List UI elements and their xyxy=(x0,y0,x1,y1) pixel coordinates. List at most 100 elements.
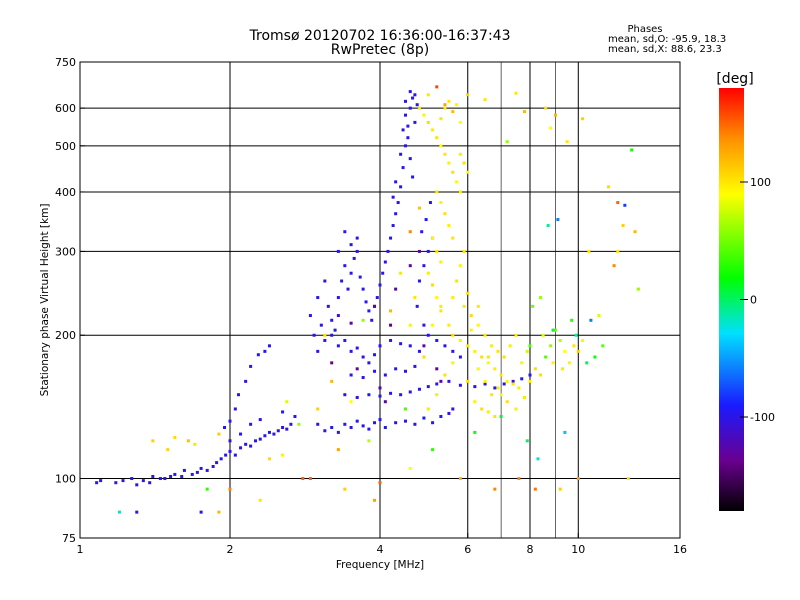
data-point xyxy=(428,201,432,205)
data-point xyxy=(349,243,353,247)
data-point xyxy=(439,144,443,148)
data-point xyxy=(399,152,403,156)
data-point xyxy=(330,425,334,429)
data-point xyxy=(383,373,387,377)
data-point xyxy=(417,349,421,353)
data-point xyxy=(367,309,371,313)
data-point xyxy=(431,421,435,425)
data-point xyxy=(626,477,630,481)
data-point xyxy=(323,429,327,433)
data-point xyxy=(435,136,439,140)
data-point xyxy=(408,230,412,234)
data-point xyxy=(561,367,565,371)
data-point xyxy=(180,474,184,478)
data-point xyxy=(531,304,535,308)
data-point xyxy=(135,483,139,487)
data-point xyxy=(458,152,462,156)
data-point xyxy=(349,271,353,275)
data-point xyxy=(336,249,340,253)
data-point xyxy=(267,457,271,461)
data-point xyxy=(148,481,152,485)
data-point xyxy=(383,400,387,404)
x-tick-label: 1 xyxy=(77,543,84,556)
data-point xyxy=(483,98,487,102)
data-point xyxy=(408,344,412,348)
data-point xyxy=(563,430,567,434)
data-point xyxy=(355,346,359,350)
data-point xyxy=(205,487,209,491)
data-point xyxy=(355,395,359,399)
data-point xyxy=(435,85,439,89)
data-point xyxy=(205,468,209,472)
data-point xyxy=(346,287,350,291)
data-point xyxy=(158,477,162,481)
data-point xyxy=(473,430,477,434)
y-tick-label: 200 xyxy=(55,329,76,342)
phases-x-stats: mean, sd,X: 88.6, 23.3 xyxy=(608,44,722,55)
data-point xyxy=(367,439,371,443)
data-point xyxy=(455,279,459,283)
data-point xyxy=(173,435,177,439)
data-point xyxy=(553,328,557,332)
data-point xyxy=(499,393,503,397)
data-point xyxy=(413,296,417,300)
data-point xyxy=(389,391,393,395)
data-point xyxy=(514,407,518,411)
data-point xyxy=(493,487,497,491)
data-point xyxy=(239,432,243,436)
data-point xyxy=(435,249,439,253)
data-point xyxy=(490,344,494,348)
data-point xyxy=(223,425,227,429)
data-point xyxy=(355,236,359,240)
data-point xyxy=(190,472,194,476)
data-point xyxy=(151,474,155,478)
data-point xyxy=(447,411,451,415)
data-point xyxy=(99,479,103,483)
data-point xyxy=(523,110,527,114)
data-point xyxy=(370,318,374,322)
data-point xyxy=(285,427,289,431)
data-point xyxy=(378,283,382,287)
data-point xyxy=(520,377,524,381)
data-point xyxy=(601,344,605,348)
data-point xyxy=(451,236,455,240)
data-point xyxy=(408,323,412,327)
data-point xyxy=(549,344,553,348)
data-point xyxy=(544,106,548,110)
data-point xyxy=(480,355,484,359)
phases-o-stats: mean, sd,O: -95.9, 18.3 xyxy=(608,34,726,45)
data-point xyxy=(458,355,462,359)
data-point xyxy=(330,379,334,383)
data-point xyxy=(621,224,625,228)
data-point xyxy=(411,96,415,100)
data-point xyxy=(343,264,347,268)
data-point xyxy=(383,425,387,429)
data-point xyxy=(349,400,353,404)
data-point xyxy=(373,353,377,357)
data-point xyxy=(417,106,421,110)
data-point xyxy=(439,309,443,313)
data-point xyxy=(585,361,589,365)
data-point xyxy=(420,230,424,234)
data-point xyxy=(378,418,382,422)
data-point xyxy=(417,387,421,391)
data-point xyxy=(373,369,377,373)
data-point xyxy=(458,338,462,342)
data-point xyxy=(215,461,219,465)
data-point xyxy=(558,487,562,491)
data-point xyxy=(587,249,591,253)
data-point xyxy=(399,271,403,275)
data-point xyxy=(228,419,232,423)
data-point xyxy=(281,453,285,457)
data-point xyxy=(553,113,557,117)
data-point xyxy=(413,120,417,124)
data-point xyxy=(349,425,353,429)
data-point xyxy=(389,338,393,342)
data-point xyxy=(443,152,447,156)
data-point xyxy=(473,400,477,404)
data-point xyxy=(443,103,447,107)
data-point xyxy=(589,318,593,322)
data-point xyxy=(455,180,459,184)
colorbar-label: [deg] xyxy=(716,71,753,87)
